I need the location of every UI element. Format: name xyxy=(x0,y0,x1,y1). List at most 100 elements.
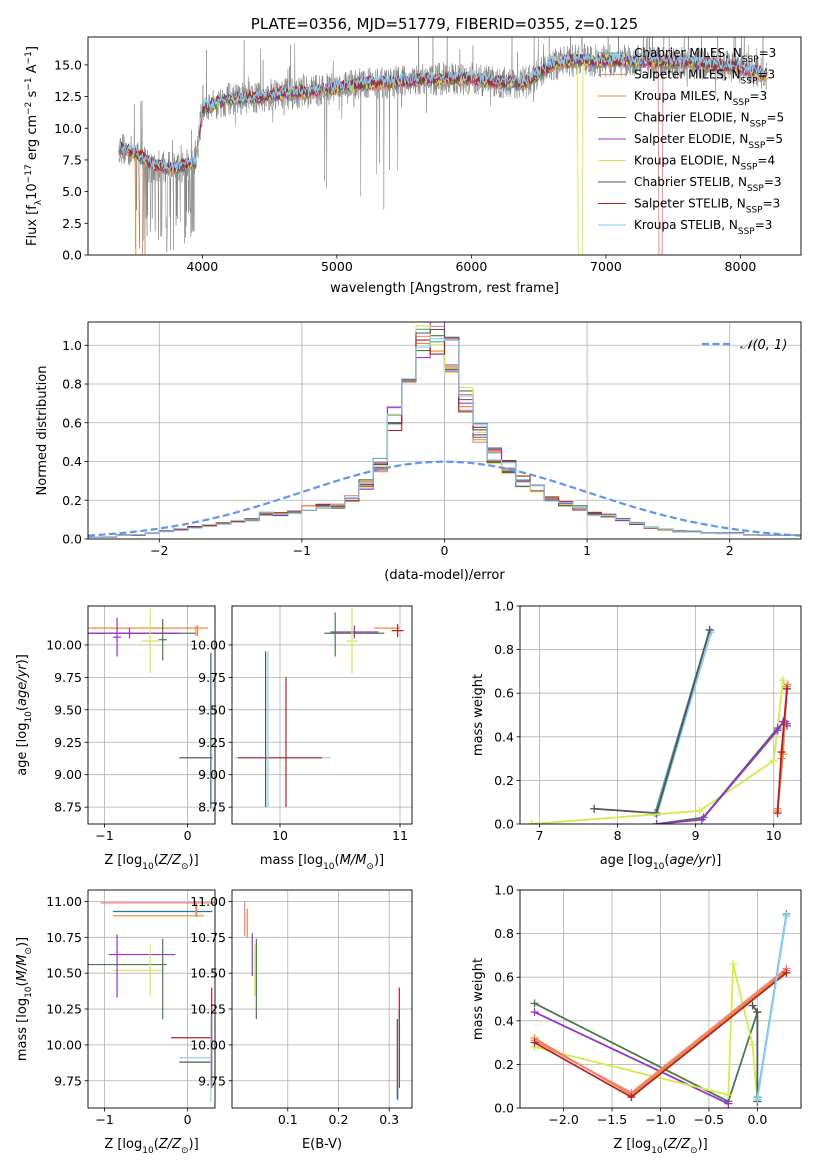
x-axis-label-part: 10 xyxy=(653,862,665,872)
legend-entry: Chabrier ELODIE, NSSP=5 xyxy=(634,111,784,130)
x-tick-label: 0.0 xyxy=(747,1112,767,1127)
legend-entry: Kroupa MILES, NSSP=3 xyxy=(634,89,767,108)
x-tick-label: −0.5 xyxy=(694,1112,724,1127)
spectrum-plot-area xyxy=(118,37,768,255)
weight-vs-Z-plot-area xyxy=(530,909,791,1108)
x-tick-label: 2 xyxy=(726,543,734,558)
x-axis-label-part: ⊙ xyxy=(366,862,374,872)
y-tick-label: 9.25 xyxy=(198,735,226,750)
y-tick-label: 10.0 xyxy=(54,121,82,136)
y-tick-label: 10.00 xyxy=(46,637,82,652)
y-tick-label: 10.00 xyxy=(190,1037,226,1052)
legend-entry-part: Kroupa MILES, N xyxy=(634,89,733,103)
y-axis-label-part: −17 xyxy=(24,164,34,183)
x-tick-label: −1 xyxy=(293,543,311,558)
y-tick-label: 0.2 xyxy=(62,493,82,508)
x-tick-label: 7000 xyxy=(590,259,622,274)
x-axis-label: mass [log10(M/M⊙)] xyxy=(260,853,384,872)
legend-entry-part: =3 xyxy=(759,46,777,60)
x-axis-label: (data-model)/error xyxy=(384,568,505,583)
x-tick-label: 11 xyxy=(392,828,408,843)
y-tick-label: 1.0 xyxy=(494,599,514,614)
y-tick-label: 9.75 xyxy=(198,1073,226,1088)
y-tick-label: 0.6 xyxy=(494,686,514,701)
observed-spectrum-line xyxy=(118,37,768,255)
x-tick-label: 0 xyxy=(184,828,192,843)
y-axis-label-part: −1 xyxy=(24,77,34,90)
y-tick-label: 10.75 xyxy=(190,930,226,945)
legend-entry-part: =5 xyxy=(765,132,783,146)
x-tick-label: −1 xyxy=(95,828,113,843)
x-tick-label: 8000 xyxy=(725,259,757,274)
legend-entry: Chabrier STELIB, NSSP=3 xyxy=(634,175,782,194)
y-tick-label: 0.8 xyxy=(494,926,514,941)
model-fit-line xyxy=(118,52,768,172)
x-axis-label-part: ( xyxy=(335,853,340,868)
legend-entry-part: =3 xyxy=(763,197,781,211)
x-axis-label-part: 10 xyxy=(323,862,335,872)
x-tick-label: 0 xyxy=(184,1112,192,1127)
y-axis-label-part: age/yr xyxy=(15,663,30,706)
chart-title: PLATE=0356, MJD=51779, FIBERID=0355, z=0… xyxy=(251,15,638,33)
y-tick-label: 2.5 xyxy=(62,216,82,231)
x-axis-label-part: 10 xyxy=(142,862,154,872)
x-tick-label: 0.2 xyxy=(329,1112,349,1127)
age-vs-mass-frame xyxy=(231,605,413,825)
y-tick-label: 9.00 xyxy=(54,767,82,782)
y-axis-label-part: 10 xyxy=(24,711,34,723)
y-axis-label: mass [log10(M/M⊙)] xyxy=(15,937,34,1061)
x-tick-label: 9 xyxy=(692,828,700,843)
y-tick-label: 10.50 xyxy=(46,966,82,981)
x-axis-label-part: M/M xyxy=(340,853,367,868)
x-tick-label: −2.0 xyxy=(548,1112,578,1127)
legend-entry: Salpeter MILES, NSSP=3 xyxy=(634,68,775,87)
y-tick-label: 10.00 xyxy=(190,637,226,652)
x-axis-label-part: )] xyxy=(189,1137,199,1152)
y-tick-label: 8.75 xyxy=(198,800,226,815)
x-axis-label: wavelength [Angstrom, rest frame] xyxy=(330,281,559,296)
y-tick-label: 1.0 xyxy=(494,883,514,898)
y-tick-label: 9.75 xyxy=(54,670,82,685)
x-axis-label-part: age/yr xyxy=(669,853,712,868)
y-tick-label: 9.75 xyxy=(54,1073,82,1088)
x-axis-label-part: mass [log xyxy=(260,853,323,868)
mass-vs-EBV-frame xyxy=(231,889,413,1109)
legend-entry-part: SSP xyxy=(741,163,758,173)
legend-entry-part: Chabrier STELIB, N xyxy=(634,175,747,189)
y-axis-label-part: )] xyxy=(15,654,30,664)
age-vs-Z-frame xyxy=(87,605,216,825)
y-axis-label-part: Flux [f xyxy=(25,205,40,246)
x-axis-label: Z [log10(Z/Z⊙)] xyxy=(104,1137,198,1156)
y-tick-label: 9.50 xyxy=(198,702,226,717)
y-tick-label: 12.5 xyxy=(54,89,82,104)
y-axis-label-part: λ xyxy=(34,199,44,205)
x-axis-label-part: Z [log xyxy=(613,1137,651,1152)
y-axis-label-part: 10 xyxy=(24,986,34,998)
mass-vs-EBV-axes: 0.1 0.2 0.3 9.75 10.00 10.25 10.50 10.75 11.00 E(… xyxy=(190,889,413,1152)
x-tick-label: 7 xyxy=(536,828,544,843)
y-tick-label: 0.2 xyxy=(494,1057,514,1072)
series-line xyxy=(594,629,711,815)
x-axis-label-part: ( xyxy=(154,853,159,868)
legend: Chabrier MILES, NSSP=3 Salpeter MILES, NS… xyxy=(598,46,784,237)
y-tick-label: 0.8 xyxy=(62,377,82,392)
x-axis-label-part: Z [log xyxy=(104,853,142,868)
legend-entry-part: =3 xyxy=(764,175,782,189)
series-line xyxy=(756,916,788,1100)
legend-entry: Chabrier MILES, NSSP=3 xyxy=(634,46,776,65)
y-tick-label: 10.25 xyxy=(46,1002,82,1017)
residuals-frame xyxy=(87,321,802,540)
x-axis-label-part: age [log xyxy=(600,853,653,868)
y-tick-label: 9.00 xyxy=(198,767,226,782)
x-axis-label-part: E(B-V) xyxy=(302,1137,342,1152)
weight-vs-age-frame xyxy=(519,605,802,825)
y-tick-label: 0.0 xyxy=(494,817,514,832)
x-axis-label-part: 10 xyxy=(142,1146,154,1156)
x-axis-label-part: ⊙ xyxy=(690,1146,698,1156)
x-axis-label-part: Z/Z xyxy=(158,853,182,868)
y-axis-label-part: M/M xyxy=(15,955,30,982)
legend-entry-part: =4 xyxy=(757,154,775,168)
